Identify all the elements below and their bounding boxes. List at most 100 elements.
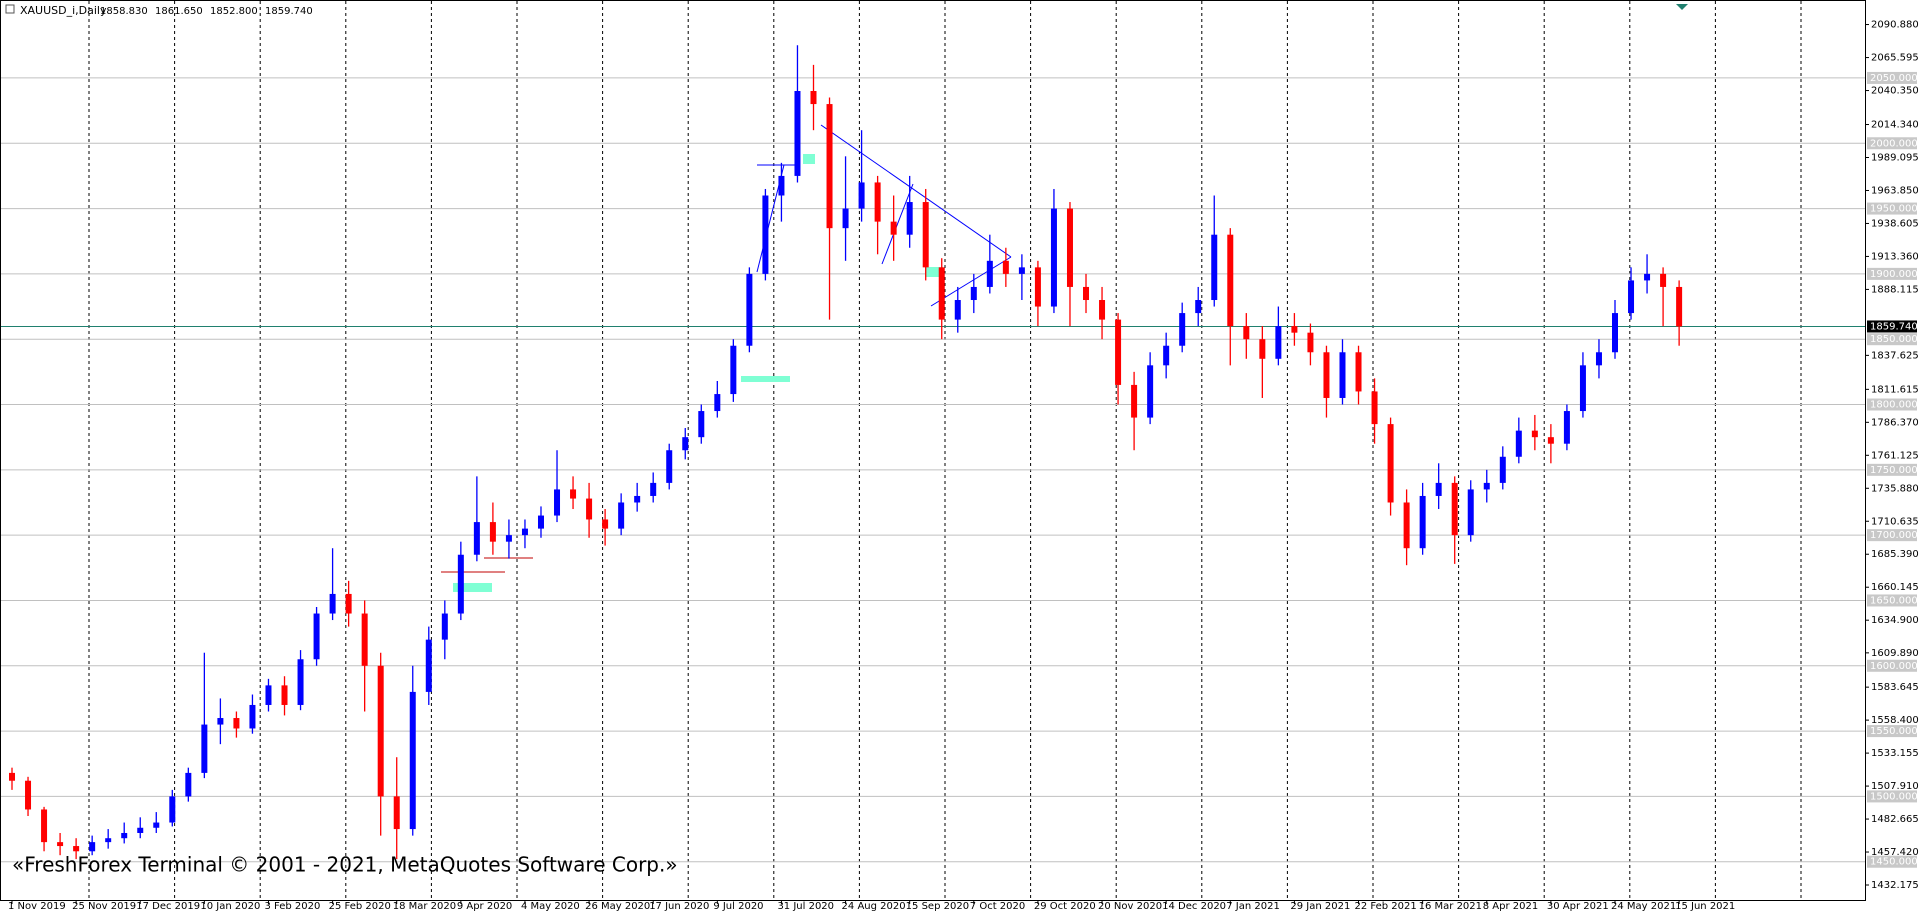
y-tick-label: 1710.635 [1871, 516, 1919, 527]
zone [453, 583, 492, 592]
y-tick-label: 2040.350 [1871, 86, 1919, 97]
zone [803, 154, 815, 164]
y-tick-label: 1786.370 [1871, 417, 1919, 428]
candle-body [1499, 456, 1506, 483]
x-tick-label: 7 Jan 2021 [1226, 901, 1280, 912]
symbol-icon [5, 4, 15, 14]
level-label: 1500.000 [1870, 791, 1918, 802]
candle-body [1676, 286, 1683, 327]
candle-body [233, 718, 240, 729]
candle-body [473, 522, 480, 555]
candle-body [393, 796, 400, 830]
level-label: 1450.000 [1870, 857, 1918, 868]
candle-body [1355, 352, 1362, 392]
level-label: 1700.000 [1870, 530, 1918, 541]
candle-body [297, 659, 304, 705]
candle-body [1483, 482, 1490, 490]
candle-body [810, 91, 817, 105]
level-tag [1867, 202, 1917, 215]
candle-body [1644, 273, 1651, 281]
y-tick-label: 1913.360 [1871, 251, 1919, 262]
x-tick-label: 31 Jul 2020 [777, 901, 834, 912]
level-label: 1600.000 [1870, 661, 1918, 672]
candle-body [377, 665, 384, 797]
level-tag [1867, 137, 1917, 150]
y-tick-label: 1432.175 [1871, 880, 1919, 891]
candle-body [1131, 384, 1138, 418]
x-tick-label: 10 Jan 2020 [200, 901, 260, 912]
candle-body [329, 593, 336, 614]
candle-body [1147, 365, 1154, 418]
candle-body [201, 724, 208, 773]
candle-body [1628, 280, 1635, 314]
x-tick-label: 25 Nov 2019 [72, 901, 136, 912]
candle-body [698, 411, 705, 438]
candle-body [1259, 339, 1266, 359]
x-tick-label: 26 May 2020 [585, 901, 650, 912]
candle-body [1371, 391, 1378, 425]
x-tick-label: 17 Jun 2020 [649, 901, 709, 912]
candle-body [217, 718, 224, 725]
candle-body [954, 300, 961, 320]
candle-body [922, 202, 929, 268]
candle-body [618, 502, 625, 529]
candle-body [1227, 234, 1234, 327]
candle-body [1467, 489, 1474, 536]
candle-body [1243, 326, 1250, 340]
candle-body [842, 208, 849, 229]
level-label: 1750.000 [1870, 465, 1918, 476]
candle-body [105, 838, 112, 843]
candle-body [970, 286, 977, 301]
candle-body [586, 498, 593, 520]
level-tag [1867, 463, 1917, 476]
candle-body [682, 437, 689, 451]
candle-body [554, 489, 561, 516]
candle-body [826, 104, 833, 229]
x-tick-label: 8 Apr 2021 [1483, 901, 1538, 912]
candle-body [185, 772, 192, 797]
level-label: 1550.000 [1870, 726, 1918, 737]
x-tick-label: 18 Mar 2020 [393, 901, 456, 912]
candle-body [858, 182, 865, 209]
candle-body [778, 175, 785, 196]
candle-body [1419, 495, 1426, 549]
y-tick-label: 1811.615 [1871, 384, 1919, 395]
candle-body [89, 842, 96, 852]
y-tick-label: 1761.125 [1871, 450, 1919, 461]
candle-body [634, 495, 641, 503]
axes-layer: 2050.000 2000.000 1950.000 1900.000 1850.000… [8, 20, 1919, 912]
x-tick-label: 20 Nov 2020 [1098, 901, 1162, 912]
level-tag [1867, 71, 1917, 84]
candle-body [1115, 319, 1122, 385]
candle-body [1307, 332, 1314, 353]
candle-body [25, 780, 32, 810]
current-price-label: 1859.740 [1870, 321, 1918, 332]
levels-layer [0, 77, 1865, 863]
candle-body [890, 221, 897, 235]
candle-body [249, 704, 256, 729]
candle-body [1034, 267, 1041, 307]
x-tick-label: 14 Dec 2020 [1162, 901, 1226, 912]
y-tick-label: 2090.880 [1871, 20, 1919, 31]
y-tick-label: 1634.900 [1871, 615, 1919, 626]
y-tick-label: 1660.145 [1871, 582, 1919, 593]
header-value: 1859.740 [265, 6, 313, 17]
candle-body [425, 639, 432, 692]
x-tick-label: 15 Sep 2020 [906, 901, 969, 912]
candle-body [874, 182, 881, 222]
x-tick-label: 29 Jan 2021 [1290, 901, 1350, 912]
candle-body [409, 691, 416, 830]
y-tick-label: 2014.340 [1871, 120, 1919, 131]
candle-body [1612, 313, 1618, 353]
candle-body [169, 796, 176, 823]
candle-body [1179, 313, 1186, 346]
y-tick-label: 1507.910 [1871, 781, 1919, 792]
x-tick-label: 24 Aug 2020 [842, 901, 906, 912]
x-tick-label: 3 Feb 2020 [264, 901, 320, 912]
candle-body [1660, 273, 1667, 287]
level-label: 1650.000 [1870, 595, 1918, 606]
x-tick-label: 9 Apr 2020 [457, 901, 512, 912]
level-tag [1867, 529, 1917, 542]
header-value: 1861.650 [155, 6, 203, 17]
